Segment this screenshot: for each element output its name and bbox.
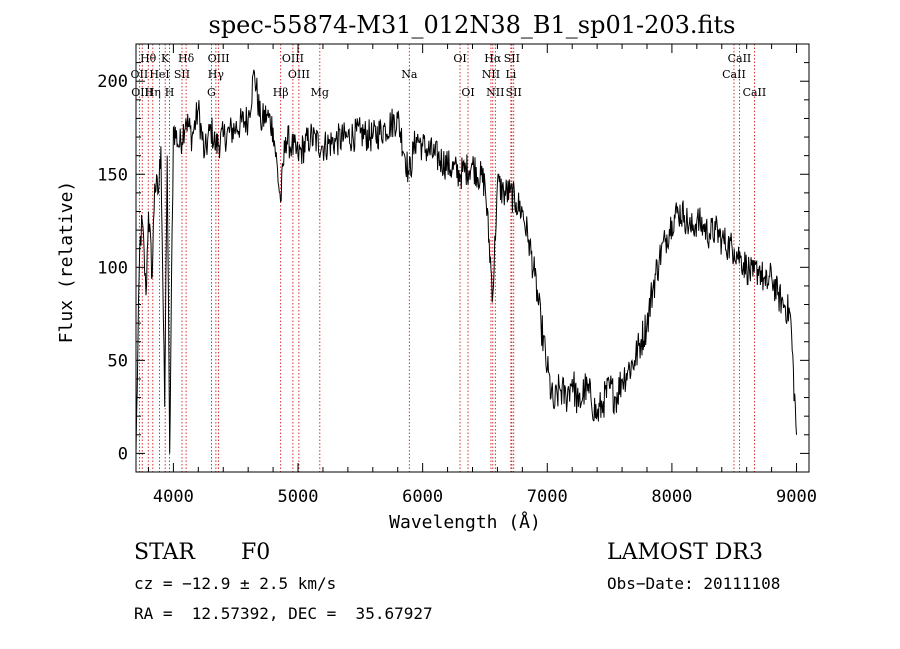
y-tick-label: 100 bbox=[97, 258, 128, 278]
line-label: NII bbox=[482, 68, 500, 81]
obs-date: Obs−Date: 20111108 bbox=[607, 574, 781, 593]
line-label: Li bbox=[505, 68, 516, 81]
line-label: CaII bbox=[722, 68, 746, 81]
line-label: Na bbox=[401, 68, 418, 81]
line-label: G bbox=[207, 86, 216, 99]
y-tick-label: 0 bbox=[118, 444, 128, 464]
line-label: OI bbox=[453, 52, 466, 65]
series-line-flux bbox=[135, 69, 797, 454]
line-label: Mg bbox=[311, 86, 329, 99]
line-label: HeI bbox=[149, 68, 169, 81]
line-label: Hγ bbox=[208, 68, 225, 81]
line-label: SII bbox=[174, 68, 190, 81]
y-tick-label: 150 bbox=[97, 165, 128, 185]
y-tick-label: 50 bbox=[108, 351, 128, 371]
axis-ticks: 4000 5000 6000 7000 8000 9000 0 50 100 150 200 bbox=[97, 44, 817, 507]
spectral-type: F0 bbox=[241, 540, 271, 565]
line-label: OIII bbox=[131, 86, 153, 99]
line-label: CaII bbox=[728, 52, 752, 65]
line-label: Hδ bbox=[178, 52, 195, 65]
series-layer bbox=[135, 69, 797, 454]
line-label: OIII bbox=[288, 68, 310, 81]
line-label: CaII bbox=[743, 86, 767, 99]
x-tick-label: 4000 bbox=[153, 487, 194, 507]
plot-frame bbox=[135, 43, 810, 473]
y-axis-label: Flux (relative) bbox=[56, 181, 77, 344]
line-label: Hθ bbox=[140, 52, 157, 65]
line-label: SII bbox=[504, 52, 520, 65]
ra-dec: RA = 12.57392, DEC = 35.67927 bbox=[134, 604, 433, 623]
x-tick-label: 6000 bbox=[402, 487, 443, 507]
x-tick-label: 7000 bbox=[527, 487, 568, 507]
line-label: Hβ bbox=[273, 86, 289, 99]
line-label: OI bbox=[461, 86, 474, 99]
line-label: H bbox=[165, 86, 175, 99]
line-label: NII bbox=[486, 86, 504, 99]
line-label: SII bbox=[506, 86, 522, 99]
x-tick-label: 5000 bbox=[278, 487, 319, 507]
line-label: OIII bbox=[208, 52, 230, 65]
x-tick-label: 8000 bbox=[651, 487, 692, 507]
line-label: OIII bbox=[282, 52, 304, 65]
cz-value: cz = −12.9 ± 2.5 km/s bbox=[134, 574, 337, 593]
spectral-line-markers bbox=[138, 44, 755, 472]
line-label: OII bbox=[131, 68, 149, 81]
line-label: Hη bbox=[145, 86, 161, 99]
chart-title: spec-55874-M31_012N38_B1_sp01-203.fits bbox=[209, 11, 736, 39]
x-tick-label: 9000 bbox=[776, 487, 817, 507]
line-label: Hα bbox=[484, 52, 502, 65]
line-label: K bbox=[161, 52, 170, 65]
survey-name: LAMOST DR3 bbox=[607, 540, 763, 565]
y-tick-label: 200 bbox=[97, 72, 128, 92]
star-label: STAR bbox=[134, 540, 195, 565]
x-axis-label: Wavelength (Å) bbox=[389, 511, 541, 533]
